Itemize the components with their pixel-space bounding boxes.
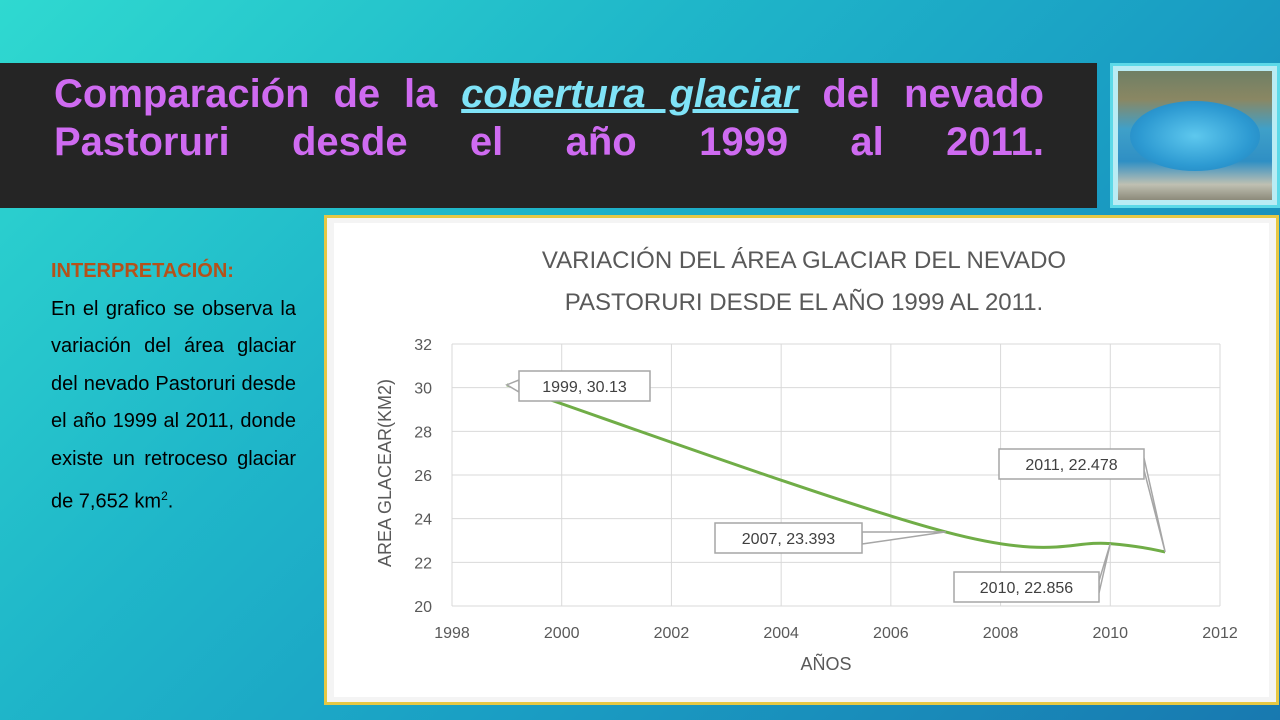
data-label-text: 2007, 23.393: [742, 531, 836, 548]
x-tick-label: 1998: [434, 625, 470, 642]
title-line-2-word: al: [850, 120, 884, 164]
interpretation-sup: 2: [161, 489, 168, 503]
data-label-pointer: [1143, 457, 1166, 553]
title-line-2-word: Pastoruri: [54, 120, 230, 164]
data-label: 1999, 30.13: [505, 370, 651, 402]
y-tick-label: 32: [414, 337, 432, 354]
title-line-1: Comparación de la cobertura glaciar del …: [54, 70, 1044, 118]
data-label-text: 2011, 22.478: [1025, 457, 1117, 474]
x-tick-label: 2004: [763, 625, 799, 642]
data-label-box: [998, 448, 1145, 480]
title-line-2-word: desde: [291, 120, 408, 164]
series-line: [506, 383, 1166, 554]
y-tick-label: 26: [414, 468, 432, 485]
chart-ticks: 20 22 24 26 28 30 32 1998 2000 2002 2004 2006 2008 20…: [414, 337, 1238, 642]
x-axis-label: AÑOS: [800, 653, 851, 674]
interpretation-block: INTERPRETACIÓN: En el grafico se observa…: [51, 253, 296, 521]
chart-title-line-1: VARIACIÓN DEL ÁREA GLACIAR DEL NEVADO: [542, 247, 1066, 274]
data-label-box: [953, 571, 1100, 603]
title-line-2-word: el: [469, 120, 504, 164]
x-tick-label: 2010: [1092, 625, 1128, 642]
title-text-end: del nevado: [822, 72, 1044, 116]
glacier-lake-photo: [1118, 71, 1272, 200]
y-tick-label: 24: [414, 512, 432, 529]
line-chart: VARIACIÓN DEL ÁREA GLACIAR DEL NEVADO PA…: [375, 247, 1238, 674]
x-tick-label: 2000: [544, 625, 580, 642]
x-tick-label: 2012: [1202, 625, 1238, 642]
title-line-2-word: 2011.: [946, 120, 1044, 164]
title-line-2: Pastoruri desde el año 1999 al 2011.: [54, 118, 1044, 166]
title-line-2-word: 1999: [699, 120, 789, 164]
y-axis-label: AREA GLACEAR(KM2): [375, 379, 395, 567]
title-line-2-word: año: [565, 120, 637, 164]
data-label: 2010, 22.856: [953, 543, 1112, 603]
data-label-pointer: [505, 378, 520, 394]
chart-annotations: 1999, 30.13 2007, 23.393 2010, 22.856 2011,…: [505, 370, 1166, 603]
data-label-box: [714, 522, 863, 554]
data-label-box: [518, 370, 651, 402]
x-tick-label: 2006: [873, 625, 909, 642]
title-bar: [0, 63, 1097, 208]
interpretation-text: En el grafico se observa la variación de…: [51, 297, 296, 513]
x-tick-label: 2008: [983, 625, 1019, 642]
interpretation-end: .: [167, 490, 174, 513]
title-text-start: Comparación de la: [54, 72, 438, 116]
data-label: 2011, 22.478: [998, 448, 1166, 553]
lake-shape: [1130, 101, 1260, 171]
data-label-pointer: [861, 531, 946, 545]
chart-title-line-2: PASTORURI DESDE EL AÑO 1999 AL 2011.: [565, 289, 1043, 316]
data-label-text: 2010, 22.856: [980, 580, 1074, 597]
y-tick-label: 20: [414, 599, 432, 616]
slide-title: Comparación de la cobertura glaciar del …: [54, 70, 1044, 166]
y-tick-label: 28: [414, 424, 432, 441]
data-label-text: 1999, 30.13: [542, 379, 627, 396]
data-label: 2007, 23.393: [714, 522, 946, 554]
chart-area: VARIACIÓN DEL ÁREA GLACIAR DEL NEVADO PA…: [334, 223, 1269, 697]
chart-frame: VARIACIÓN DEL ÁREA GLACIAR DEL NEVADO PA…: [324, 215, 1279, 705]
y-tick-label: 30: [414, 381, 432, 398]
data-label-pointer: [1098, 543, 1112, 594]
x-tick-label: 2002: [654, 625, 690, 642]
y-tick-label: 22: [414, 555, 432, 572]
title-link[interactable]: cobertura glaciar: [461, 72, 799, 116]
interpretation-heading: INTERPRETACIÓN:: [51, 260, 234, 282]
glacier-lake-photo-frame: [1110, 63, 1280, 208]
